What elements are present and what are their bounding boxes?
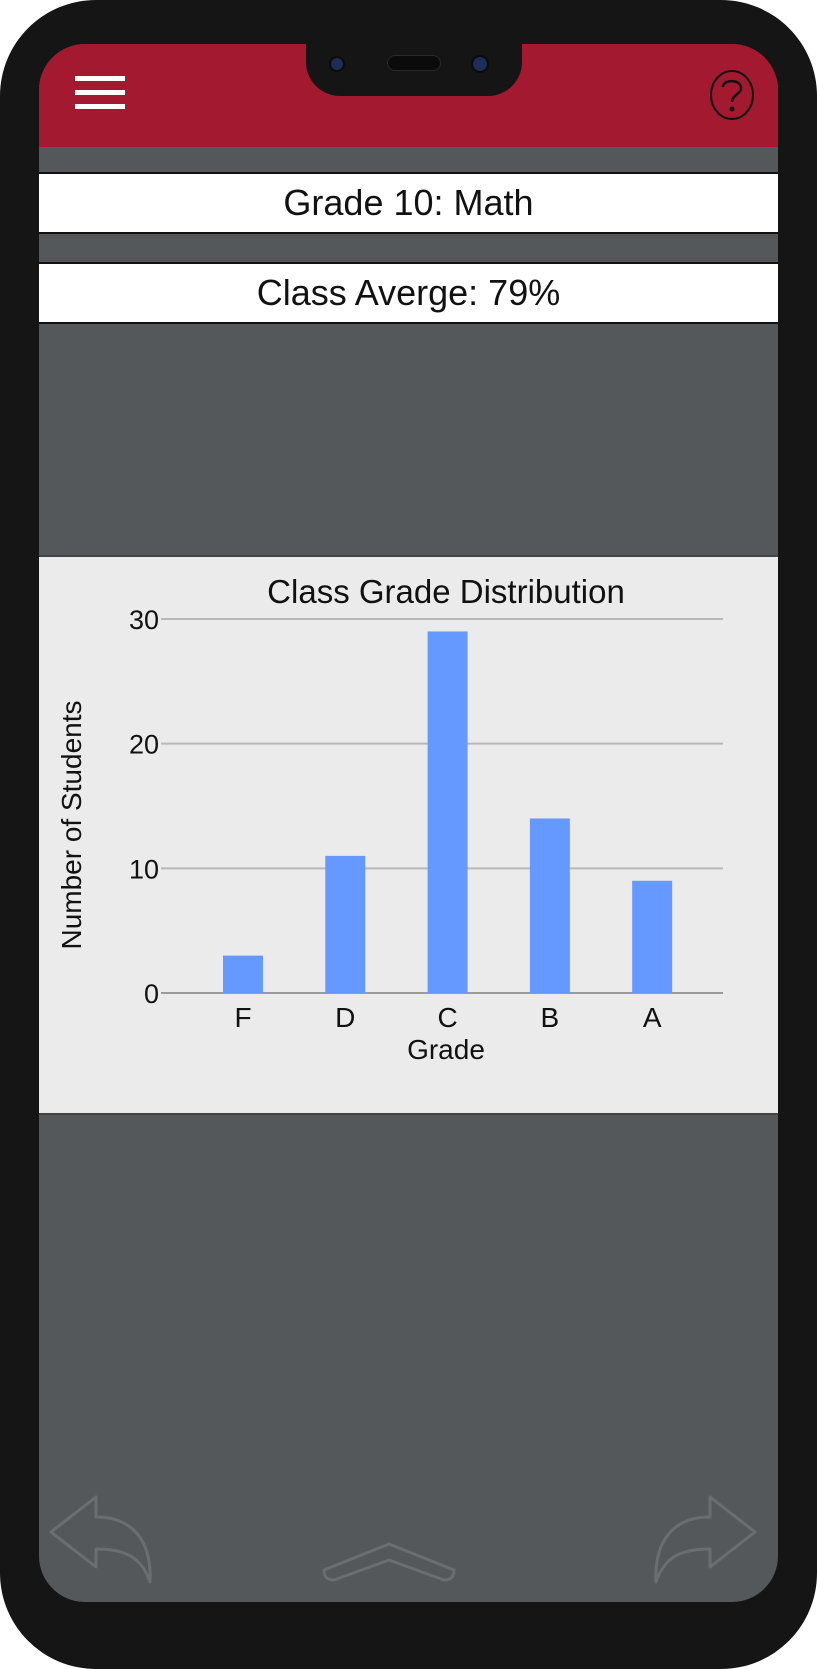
y-tick-label: 30 — [129, 605, 159, 635]
class-average-bar: Class Averge: 79% — [39, 262, 778, 324]
x-tick-label: D — [335, 1002, 355, 1033]
chevron-up-icon[interactable] — [318, 1538, 460, 1586]
chart-title: Class Grade Distribution — [267, 573, 625, 610]
y-tick-label: 10 — [129, 854, 159, 884]
forward-arrow-icon[interactable] — [652, 1494, 760, 1584]
app-screen: Grade 10: Math Class Averge: 79% Class G… — [39, 44, 778, 1602]
bar-F — [223, 955, 263, 993]
y-tick-label: 0 — [144, 979, 159, 1009]
question-mark-circle-icon[interactable] — [710, 70, 754, 120]
front-camera — [473, 57, 487, 71]
class-title: Grade 10: Math — [283, 182, 534, 223]
x-tick-label: A — [643, 1002, 662, 1033]
class-title-bar: Grade 10: Math — [39, 172, 778, 234]
hamburger-menu-icon[interactable] — [75, 76, 125, 112]
earpiece-speaker — [387, 55, 441, 71]
camera-notch — [306, 44, 522, 96]
y-axis-label: Number of Students — [56, 700, 87, 949]
grade-distribution-chart: Class Grade Distribution 0 10 20 30 F D C B A G… — [39, 555, 778, 1115]
sensor-dot — [331, 58, 343, 70]
bar-D — [325, 855, 366, 993]
x-tick-label: C — [437, 1002, 457, 1033]
bar-B — [529, 818, 570, 993]
bar-A — [632, 880, 673, 993]
x-tick-label: B — [541, 1002, 560, 1033]
back-arrow-icon[interactable] — [46, 1494, 154, 1584]
chart-svg: Class Grade Distribution 0 10 20 30 F D C B A G… — [56, 573, 723, 1065]
x-tick-label: F — [234, 1002, 251, 1033]
x-axis-label: Grade — [407, 1034, 485, 1065]
bar-C — [427, 631, 468, 993]
y-tick-label: 20 — [129, 730, 159, 760]
class-average: Class Averge: 79% — [256, 272, 561, 313]
